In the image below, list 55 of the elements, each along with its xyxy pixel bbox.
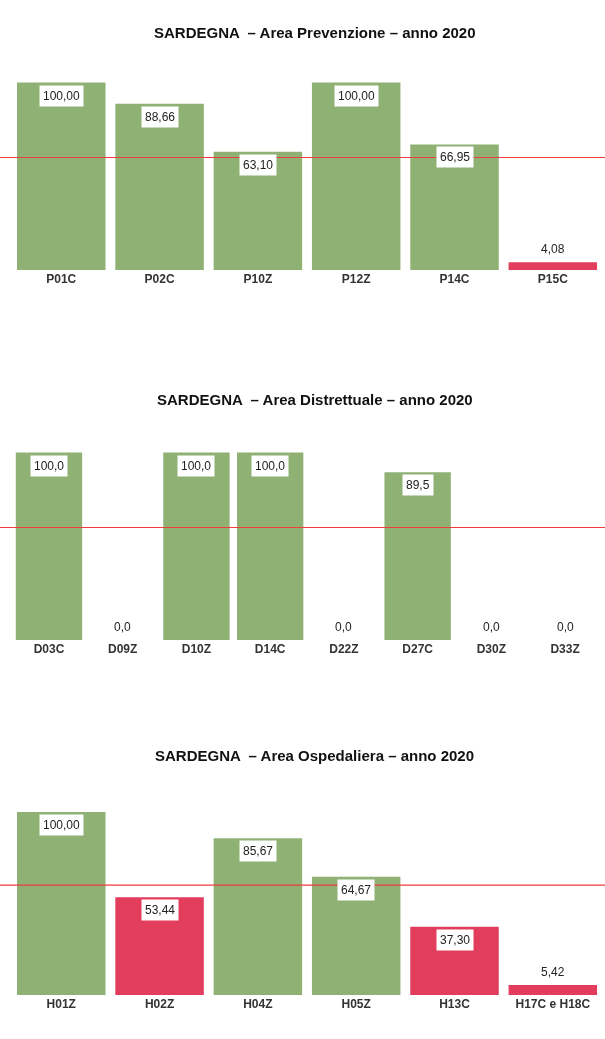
x-tick-label: D27C [402, 642, 434, 656]
data-label: 100,0 [34, 459, 65, 473]
chart-title: SARDEGNA – Area Prevenzione – anno 2020 [154, 24, 476, 41]
x-tick-label: D30Z [476, 642, 507, 656]
x-tick-label: H17C e H18C [515, 997, 591, 1011]
x-tick-label: P12Z [341, 272, 371, 286]
data-label: 0,0 [557, 620, 575, 634]
bar [115, 897, 204, 995]
bar [410, 926, 499, 995]
x-tick-label: D14C [254, 642, 286, 656]
x-tick-label: H05Z [341, 997, 371, 1011]
data-label: 0,0 [483, 620, 501, 634]
data-label: 100,0 [255, 459, 286, 473]
bar [17, 811, 106, 995]
data-label: 53,44 [145, 903, 176, 917]
bar [213, 838, 303, 995]
data-label: 85,67 [243, 844, 274, 858]
data-label: 37,30 [440, 933, 471, 947]
data-label: 4,08 [541, 242, 565, 256]
x-tick-label: P10Z [243, 272, 273, 286]
bar [115, 103, 204, 270]
data-label: 88,66 [145, 110, 176, 124]
x-tick-label: H01Z [46, 997, 76, 1011]
bar [311, 876, 401, 995]
data-label: 100,00 [338, 89, 376, 103]
data-label: 64,67 [341, 883, 372, 897]
data-label: 0,0 [114, 620, 132, 634]
chart-title: SARDEGNA – Area Distrettuale – anno 2020 [157, 391, 473, 408]
data-label: 63,10 [243, 158, 274, 172]
x-tick-label: P02C [144, 272, 175, 286]
x-tick-label: D33Z [550, 642, 580, 656]
data-label: 0,0 [335, 620, 353, 634]
data-label: 5,42 [541, 965, 565, 979]
data-label: 89,5 [406, 478, 430, 492]
bar [508, 262, 598, 270]
bar [410, 144, 499, 270]
bar [508, 985, 598, 995]
chart-title: SARDEGNA – Area Ospedaliera – anno 2020 [155, 747, 475, 764]
x-tick-label: P15C [537, 272, 569, 286]
x-tick-label: D09Z [108, 642, 138, 656]
data-label: 100,0 [181, 459, 212, 473]
bar [311, 82, 401, 270]
bar [17, 82, 106, 270]
x-tick-label: H04Z [243, 997, 273, 1011]
x-tick-label: D03C [33, 642, 65, 656]
data-label: 100,00 [43, 89, 81, 103]
x-tick-label: H13C [439, 997, 471, 1011]
x-tick-label: H02Z [144, 997, 175, 1011]
x-tick-label: P01C [46, 272, 77, 286]
x-tick-label: D10Z [181, 642, 212, 656]
data-label: 66,95 [440, 150, 471, 164]
bar [213, 151, 303, 270]
x-tick-label: D22Z [329, 642, 359, 656]
x-tick-label: P14C [439, 272, 470, 286]
data-label: 100,00 [43, 818, 81, 832]
